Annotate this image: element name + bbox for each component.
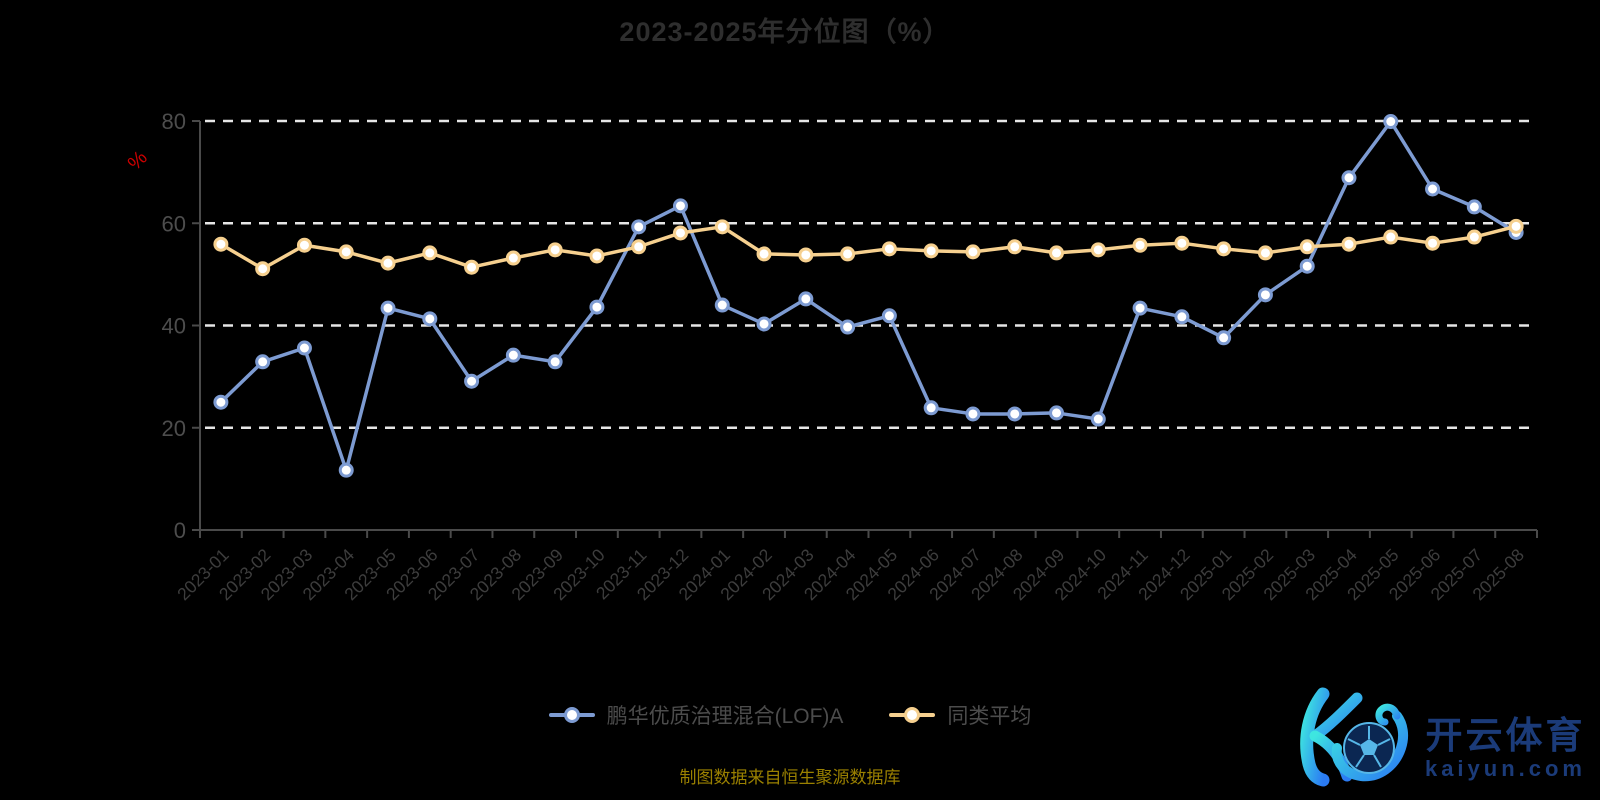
data-point[interactable]: [1425, 181, 1441, 197]
data-point[interactable]: [464, 373, 480, 389]
data-point[interactable]: [840, 246, 856, 262]
data-point[interactable]: [338, 462, 354, 478]
y-tick-label: 60: [162, 211, 186, 236]
legend-marker-dot: [563, 707, 580, 723]
data-point[interactable]: [422, 245, 438, 261]
data-point[interactable]: [1466, 229, 1482, 245]
data-point[interactable]: [464, 259, 480, 275]
data-point[interactable]: [1508, 218, 1524, 234]
data-point[interactable]: [213, 236, 229, 252]
data-point[interactable]: [505, 250, 521, 266]
y-tick-label: 40: [162, 314, 186, 339]
chart-canvas: 0204060802023-012023-022023-032023-04202…: [124, 109, 1538, 604]
data-point[interactable]: [255, 261, 271, 277]
data-point[interactable]: [296, 340, 312, 356]
data-point[interactable]: [1216, 241, 1232, 257]
ring-swirl: [1331, 711, 1409, 782]
data-point[interactable]: [923, 243, 939, 259]
kaiyun-domain-text: kaiyun.com: [1424, 756, 1586, 782]
series-line-fund: [219, 119, 1518, 472]
ring-curl: [1375, 703, 1401, 726]
kaiyun-cn-text: 开云体育: [1425, 715, 1586, 757]
data-point[interactable]: [714, 297, 730, 313]
data-point[interactable]: [1007, 239, 1023, 255]
data-point[interactable]: [923, 400, 939, 416]
data-point[interactable]: [1007, 406, 1023, 422]
data-point[interactable]: [547, 354, 563, 370]
data-point[interactable]: [1049, 405, 1065, 421]
kaiyun-logo-icon: [1300, 687, 1409, 787]
ball-seams: [1347, 726, 1391, 768]
data-point[interactable]: [589, 299, 605, 315]
legend-item-fund[interactable]: 鹏华优质治理混合(LOF)A: [548, 700, 844, 730]
data-point[interactable]: [881, 241, 897, 257]
data-point[interactable]: [1216, 330, 1232, 346]
legend-label: 同类平均: [947, 705, 1032, 728]
data-point[interactable]: [1341, 236, 1357, 252]
legend-marker: [889, 703, 936, 727]
data-point[interactable]: [881, 308, 897, 324]
data-point[interactable]: [965, 406, 981, 422]
ball-pentagon: [1359, 739, 1378, 755]
data-point[interactable]: [1090, 242, 1106, 258]
data-source-caption: 制图数据来自恒生聚源数据库: [679, 768, 901, 787]
data-point[interactable]: [672, 198, 688, 214]
data-point[interactable]: [1299, 258, 1315, 274]
data-point[interactable]: [1383, 114, 1399, 130]
y-axis-unit-label: %: [124, 147, 152, 175]
data-point[interactable]: [338, 244, 354, 260]
kaiyun-watermark: 开云体育 kaiyun.com: [1285, 686, 1586, 790]
data-point[interactable]: [1132, 237, 1148, 253]
data-point[interactable]: [798, 291, 814, 307]
data-point[interactable]: [296, 237, 312, 253]
data-point[interactable]: [1257, 287, 1273, 303]
kaiyun-wordmark: 开云体育 kaiyun.com: [1425, 717, 1586, 790]
data-point[interactable]: [1425, 235, 1441, 251]
data-point[interactable]: [798, 247, 814, 263]
data-point[interactable]: [380, 255, 396, 271]
data-point[interactable]: [756, 246, 772, 262]
data-point[interactable]: [380, 300, 396, 316]
data-point[interactable]: [631, 239, 647, 255]
data-point[interactable]: [1299, 239, 1315, 255]
data-point[interactable]: [422, 311, 438, 327]
data-point[interactable]: [1174, 309, 1190, 325]
data-point[interactable]: [505, 347, 521, 363]
chart-legend: 鹏华优质治理混合(LOF)A 同类平均: [0, 700, 1580, 730]
data-point[interactable]: [840, 319, 856, 335]
legend-label: 鹏华优质治理混合(LOF)A: [606, 705, 844, 728]
legend-item-peer-average[interactable]: 同类平均: [889, 700, 1031, 730]
data-point[interactable]: [1383, 229, 1399, 245]
data-point[interactable]: [1174, 235, 1190, 251]
data-point[interactable]: [1132, 300, 1148, 316]
data-point[interactable]: [756, 316, 772, 332]
data-point[interactable]: [1257, 245, 1273, 261]
data-point[interactable]: [547, 242, 563, 258]
data-point[interactable]: [589, 248, 605, 264]
data-point[interactable]: [1049, 245, 1065, 261]
legend-marker-dot: [904, 707, 921, 723]
data-point[interactable]: [965, 244, 981, 260]
y-tick-label: 20: [162, 416, 186, 441]
data-point[interactable]: [1341, 170, 1357, 186]
data-point[interactable]: [255, 354, 271, 370]
y-tick-label: 0: [174, 518, 186, 543]
y-tick-label: 80: [162, 109, 186, 134]
data-point[interactable]: [631, 219, 647, 235]
data-point[interactable]: [714, 219, 730, 235]
data-point[interactable]: [213, 394, 229, 410]
chart-title: 2023-2025年分位图（%）: [619, 17, 951, 47]
k-stem: [1300, 687, 1330, 787]
data-point[interactable]: [1466, 199, 1482, 215]
data-point[interactable]: [1090, 411, 1106, 427]
legend-marker: [548, 703, 595, 727]
data-point[interactable]: [672, 225, 688, 241]
